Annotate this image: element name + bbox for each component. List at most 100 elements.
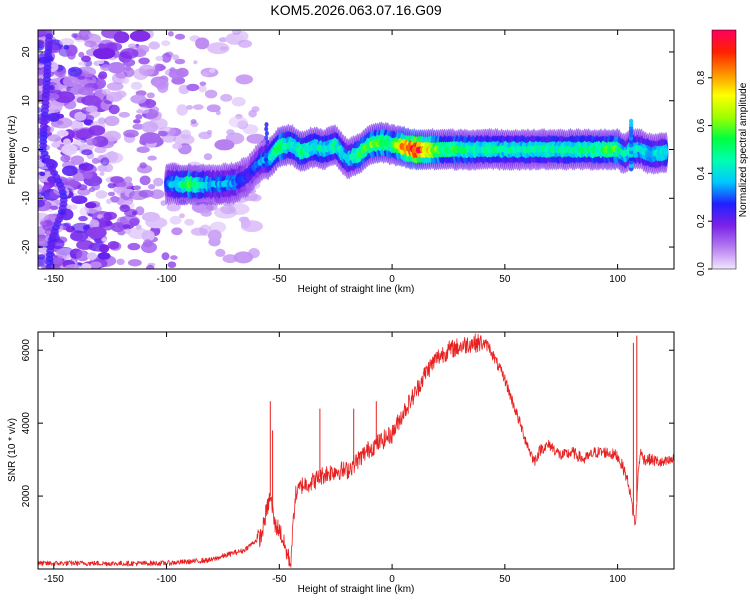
spectrogram-noise-blob: [198, 131, 212, 140]
spectrogram-noise-blob: [89, 219, 100, 230]
colorbar-gradient: [712, 30, 736, 269]
spectrogram-noise-blob: [98, 43, 106, 49]
spectrogram-noise-blob: [137, 164, 153, 174]
spectrogram-noise-blob: [77, 75, 86, 80]
spectrogram-noise-blob: [101, 237, 107, 242]
spectrogram-noise-blob: [123, 129, 139, 138]
spectrogram-noise-blob: [199, 81, 207, 87]
spectrogram-noise-blob: [49, 205, 59, 210]
spectrogram-noise-blob: [53, 91, 75, 103]
spectrogram-noise-blob: [76, 250, 90, 262]
spectrogram-ridge-cell: [628, 149, 634, 155]
spectrogram-noise-blob: [133, 185, 142, 190]
spectrogram-noise-blob: [198, 85, 207, 93]
spectrogram-noise-blob: [47, 112, 60, 122]
snr-x-ticks: -150 -100 -50 0 50 100: [44, 332, 626, 585]
spectrogram-noise-blob: [38, 78, 45, 86]
spectrogram-noise-blob: [88, 33, 95, 38]
spectrogram-ridge-cell: [628, 132, 634, 138]
spectrogram-noise-blob: [38, 257, 47, 267]
snr-y-ticks: 2000 4000 6000: [21, 339, 674, 507]
spectrogram-noise-blob: [139, 175, 151, 186]
spectrogram-noise-blob: [130, 94, 147, 104]
snr-y-tick-label: 6000: [21, 339, 32, 362]
spectrogram-y-tick-label: 10: [21, 95, 32, 107]
spectrogram-x-ticks: -150 -100 -50 0 50 100: [44, 30, 626, 285]
spectrogram-noise-blob: [78, 87, 93, 96]
spectrogram-noise-blob: [74, 111, 87, 121]
spectrogram-noise-blob: [235, 74, 253, 85]
spectrogram-noise-blob: [76, 240, 94, 250]
spectrogram-ridge-cell: [264, 152, 269, 158]
spectrogram-ridge-cell: [628, 156, 634, 162]
spectrogram-x-tick-label: -150: [44, 274, 64, 285]
spectrogram-noise-blob: [233, 251, 254, 264]
spectrogram-noise-blob: [184, 218, 195, 226]
spectrogram-noise-blob: [132, 123, 145, 130]
spectrogram-noise-blob: [176, 67, 189, 78]
spectrogram-noise-blob: [127, 259, 142, 267]
spectrogram-noise-blob: [39, 171, 46, 177]
spectrogram-noise-blob: [228, 116, 248, 128]
spectrogram-noise-blob: [46, 126, 55, 133]
spectrogram-noise-blob: [67, 66, 83, 77]
spectrogram-noise-blob: [138, 57, 150, 65]
spectrogram-noise-blob: [200, 210, 212, 217]
spectrogram-noise-blob: [119, 48, 139, 59]
spectrogram-ridge-cell: [628, 159, 634, 165]
spectrogram-noise-blob: [38, 90, 41, 95]
spectrogram-noise-blob: [174, 33, 186, 40]
spectrogram-noise-blob: [81, 55, 91, 63]
spectrogram-noise-blob: [79, 207, 90, 217]
spectrogram-x-tick-label: -100: [157, 274, 177, 285]
spectrogram-noise-blob: [91, 157, 100, 164]
spectrogram-noise-blob: [135, 114, 143, 120]
spectrogram-noise-blob: [95, 190, 108, 199]
colorbar-tick-label: 0.2: [696, 214, 707, 228]
spectrogram-noise-blob: [101, 88, 111, 95]
spectrogram-noise-blob: [104, 115, 120, 127]
spectrogram-ridge-cell: [628, 129, 634, 134]
spectrogram-noise-blob: [81, 95, 101, 106]
spectrogram-noise-blob: [38, 247, 49, 254]
spectrogram-noise-blob: [127, 227, 149, 239]
spectrogram-noise-blob: [66, 204, 78, 211]
spectrogram-noise-blob: [161, 40, 171, 47]
spectrogram-noise-blob: [154, 79, 169, 90]
spectrogram-noise-blob: [79, 163, 94, 171]
spectrogram-noise-blob: [81, 263, 92, 269]
spectrogram-noise-blob: [55, 247, 76, 260]
spectrogram-noise-blob: [201, 71, 209, 77]
spectrogram-ridge-cell: [628, 163, 634, 169]
spectrogram-noise-blob: [136, 146, 150, 153]
spectrogram-x-axis-label: Height of straight line (km): [298, 284, 415, 295]
spectrogram-noise-blob: [103, 130, 121, 142]
spectrogram-noise-blob: [71, 195, 88, 204]
spectrogram-ridge-cell: [264, 157, 269, 163]
spectrogram-noise-blob: [124, 176, 133, 183]
spectrogram-noise-blob: [220, 204, 236, 215]
spectrogram-noise-blob: [215, 248, 226, 257]
spectrogram-noise-blob: [204, 89, 218, 99]
spectrogram-ridge-cell: [264, 135, 269, 141]
spectrogram-ridge-cell: [264, 144, 269, 150]
spectrogram-noise-blob: [209, 68, 216, 73]
spectrogram-noise-layer: [38, 30, 266, 269]
spectrogram-y-tick-label: 0: [21, 146, 32, 152]
spectrogram-y-ticks: -20 -10 0 10 20: [21, 46, 674, 254]
spectrogram-noise-blob: [148, 184, 156, 190]
spectrogram-noise-blob: [38, 234, 50, 243]
spectrogram-noise-blob: [38, 212, 49, 222]
spectrogram-noise-blob: [177, 104, 184, 110]
spectrogram-noise-blob: [63, 138, 71, 146]
spectrogram-noise-blob: [45, 33, 54, 40]
spectrogram-ridge-cell: [628, 125, 634, 131]
spectrogram-noise-blob: [186, 105, 194, 110]
snr-panel: -150 -100 -50 0 50 100 2000 4000 6000 Height of…: [7, 331, 675, 595]
snr-x-tick-label: 100: [609, 574, 626, 585]
spectrogram-noise-blob: [81, 149, 93, 156]
spectrogram-noise-blob: [207, 229, 222, 242]
spectrogram-noise-blob: [159, 65, 167, 70]
spectrogram-noise-blob: [246, 133, 266, 144]
spectrogram-noise-blob: [106, 91, 123, 102]
